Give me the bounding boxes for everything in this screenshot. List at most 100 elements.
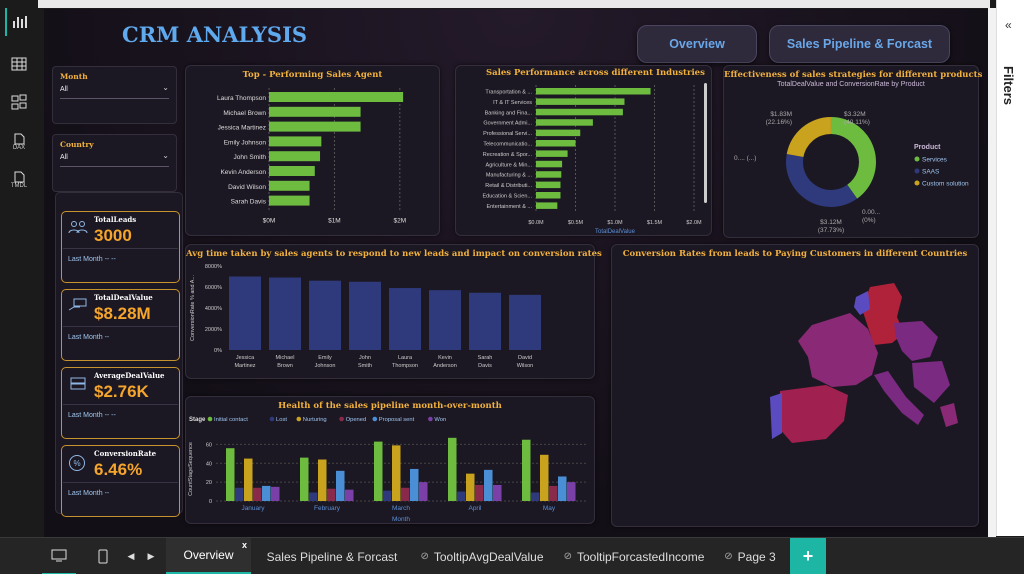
data-label: 0.00... [862, 209, 880, 216]
model-view-icon[interactable] [5, 88, 33, 116]
add-page-button[interactable]: + [790, 538, 826, 574]
tab-page-3[interactable]: ⊘ Page 3 [718, 538, 782, 574]
y-axis-label: CountStageSequence [188, 442, 194, 496]
legend-label: Lost [276, 417, 287, 423]
country-slicer-value[interactable]: All [60, 154, 68, 161]
industries-chart[interactable]: Sales Performance across different Indus… [455, 65, 712, 236]
mobile-view-icon[interactable] [90, 538, 116, 574]
chevron-down-icon[interactable]: ⌄ [162, 83, 169, 92]
bar [536, 119, 593, 126]
strategy-donut-chart[interactable]: Effectiveness of sales strategies for di… [723, 65, 982, 238]
map-region-spain[interactable] [778, 385, 848, 443]
next-page-icon[interactable]: ▶ [147, 551, 155, 561]
donut-svg: $3.32M(40.11%) $3.12M(37.73%) $1.83M(22.16… [734, 111, 969, 234]
collapse-icon[interactable]: « [1005, 18, 1012, 32]
filters-pane[interactable]: « Filters [996, 0, 1024, 536]
y-tick-label: 60 [206, 442, 212, 448]
donut-slice [831, 117, 876, 199]
category-label: Banking and Fina... [485, 110, 533, 116]
category-label: Government Admi... [483, 121, 532, 127]
overview-nav-button[interactable]: Overview [637, 25, 757, 63]
bar [410, 468, 419, 501]
dax-query-icon[interactable]: DAX [5, 128, 33, 156]
category-label: David Wilson [228, 184, 266, 191]
bar [448, 437, 457, 501]
x-axis-label: TotalDealValue [595, 229, 636, 235]
tab-tooltip-avg-deal[interactable]: ⊘ TooltipAvgDealValue [414, 538, 550, 574]
month-slicer-title: Month [60, 72, 88, 81]
month-slicer[interactable]: Month All ⌄ [52, 66, 177, 124]
bar [300, 457, 309, 501]
x-axis-label: Month [392, 516, 410, 523]
left-rail: DAX TMDL [0, 0, 38, 536]
category-label: January [241, 505, 265, 512]
bar [269, 195, 310, 206]
top-agents-chart[interactable]: Top - Performing Sales Agent $0M $1M $2M La… [185, 65, 440, 236]
chevron-down-icon[interactable]: ⌄ [162, 151, 169, 160]
desktop-view-icon[interactable] [42, 538, 76, 574]
bar [269, 121, 361, 132]
x-tick-label: $0.5M [568, 220, 584, 226]
data-label: 0.... (...) [734, 155, 756, 162]
category-label: Michael Brown [223, 110, 266, 117]
bar [309, 280, 341, 350]
bar [549, 485, 558, 501]
x-tick-label: $1M [328, 217, 341, 224]
canvas-right-edge [988, 8, 996, 538]
tmdl-label: TMDL [10, 183, 28, 189]
map-region-france[interactable] [798, 313, 878, 387]
map-region-balkans[interactable] [912, 361, 950, 403]
map-region-germany[interactable] [862, 283, 904, 345]
kpi-total-deal-value: TotalDealValue $8.28M Last Month -- [61, 289, 180, 361]
kpi-divider [63, 326, 178, 327]
kpi-title: TotalLeads [94, 215, 137, 224]
tab-overview[interactable]: Overview x [166, 538, 251, 574]
kpi-title: AverageDealValue [94, 371, 165, 380]
map-region-italy[interactable] [874, 371, 924, 425]
response-time-chart[interactable]: Avg time taken by sales agents to respon… [185, 244, 602, 379]
bar [536, 192, 561, 199]
tab-tooltip-forcasted[interactable]: ⊘ TooltipForcastedIncome [558, 538, 710, 574]
category-label: IT & IT Services [493, 100, 532, 106]
data-label: $3.12M [820, 219, 842, 226]
x-tick-label: $1.5M [647, 220, 663, 226]
bar [531, 492, 540, 501]
bar [327, 488, 336, 501]
close-icon[interactable]: x [241, 540, 247, 550]
bar [484, 469, 493, 501]
map-region-poland-central[interactable] [894, 321, 938, 361]
chart-title: Conversion Rates from leads to Paying Cu… [622, 249, 968, 259]
category-label: February [314, 505, 341, 512]
bar [536, 98, 625, 105]
country-slicer[interactable]: Country All ⌄ [52, 134, 177, 192]
category-label: March [392, 505, 410, 512]
map-region-portugal[interactable] [770, 393, 782, 439]
month-slicer-value[interactable]: All [60, 86, 68, 93]
pipeline-nav-button[interactable]: Sales Pipeline & Forcast [769, 25, 950, 63]
svg-text:%: % [73, 459, 80, 468]
map-region-netherlands[interactable] [854, 291, 870, 315]
table-view-icon[interactable] [5, 50, 33, 78]
map-region-greece[interactable] [940, 403, 958, 427]
pipeline-health-chart[interactable]: Health of the sales pipeline month-over-… [185, 396, 595, 524]
prev-page-icon[interactable]: ◀ [127, 551, 135, 561]
bar [536, 129, 581, 137]
legend-label: Custom solution [922, 181, 969, 188]
filters-label: Filters [1001, 66, 1016, 106]
bar [493, 484, 502, 501]
kpi-value: $8.28M [94, 304, 151, 323]
tab-sales-pipeline[interactable]: Sales Pipeline & Forcast [262, 538, 402, 574]
category-label: Professional Servi... [483, 131, 532, 137]
money-hand-icon [68, 298, 88, 315]
y-tick-label: 8000% [205, 264, 222, 270]
tmdl-view-icon[interactable]: TMDL [5, 166, 33, 194]
legend-swatch [269, 416, 275, 422]
bar [235, 487, 244, 501]
bar [536, 108, 623, 116]
y-tick-label: 2000% [205, 327, 222, 333]
country-conversion-map[interactable]: Conversion Rates from leads to Paying Cu… [611, 244, 979, 527]
legend-label: Proposal sent [379, 417, 415, 423]
kpi-title: TotalDealValue [94, 293, 153, 302]
report-view-icon[interactable] [5, 8, 33, 36]
bar [536, 140, 576, 147]
